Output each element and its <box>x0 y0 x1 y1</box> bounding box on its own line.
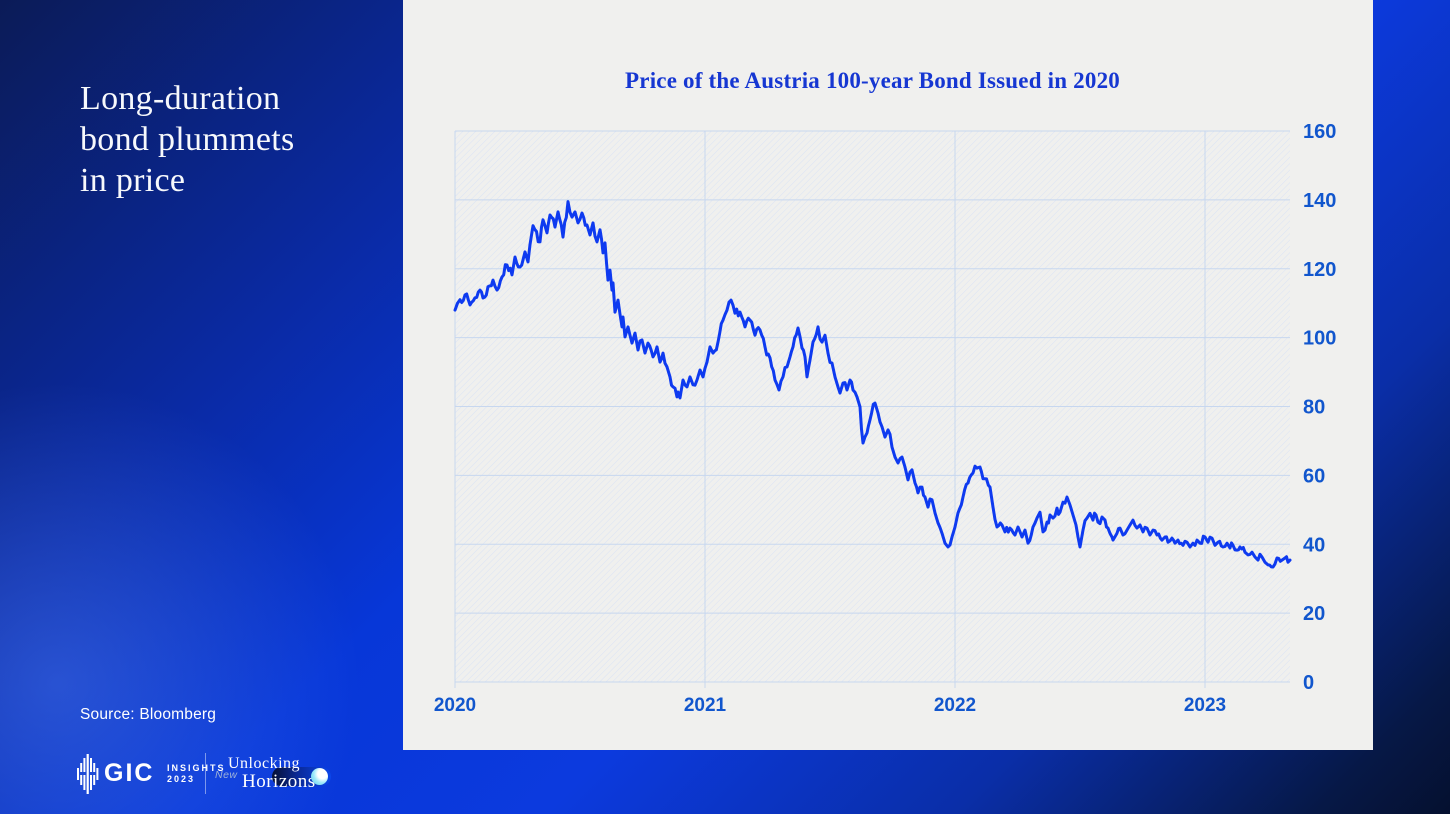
y-axis-label-100: 100 <box>1303 328 1336 350</box>
y-axis-label-80: 80 <box>1303 397 1325 419</box>
unlocking-new-horizons-logo: Unlocking New Horizons <box>215 752 335 796</box>
gic-insights-label: INSIGHTS 2023 <box>167 763 226 784</box>
headline-line-1: Long-duration <box>80 80 281 117</box>
slide-headline: Long-duration bond plummets in price <box>80 78 380 201</box>
gic-wordmark: GIC <box>104 759 155 787</box>
gic-logo-icon <box>77 754 99 794</box>
toggle-knob-icon <box>311 768 328 785</box>
source-attribution: Source: Bloomberg <box>80 706 217 723</box>
x-axis-label-2021: 2021 <box>684 695 727 716</box>
y-axis-label-60: 60 <box>1303 465 1325 487</box>
chart-title: Price of the Austria 100-year Bond Issue… <box>625 68 1120 93</box>
footer-divider <box>205 753 206 794</box>
headline-line-2: bond plummets <box>80 121 295 158</box>
price-line-series <box>453 200 1292 569</box>
y-axis-label-0: 0 <box>1303 672 1314 694</box>
y-axis-label-160: 160 <box>1303 121 1336 143</box>
y-axis-label-40: 40 <box>1303 534 1325 556</box>
tagline-new: New <box>215 769 238 781</box>
y-axis-label-140: 140 <box>1303 190 1336 212</box>
x-axis-label-2020: 2020 <box>434 695 476 716</box>
tagline-unlocking: Unlocking <box>228 755 301 772</box>
y-axis-label-120: 120 <box>1303 259 1336 281</box>
bond-price-chart: 0 20 40 60 80 100 120 140 160 2020 2021 2022 2023 <box>434 121 1337 716</box>
x-axis-label-2022: 2022 <box>934 695 976 716</box>
y-axis-label-20: 20 <box>1303 603 1325 625</box>
x-axis-label-2023: 2023 <box>1184 695 1226 716</box>
headline-line-3: in price <box>80 162 186 199</box>
chart-panel: Price of the Austria 100-year Bond Issue… <box>403 0 1373 750</box>
tagline-horizons: Horizons <box>242 771 316 792</box>
